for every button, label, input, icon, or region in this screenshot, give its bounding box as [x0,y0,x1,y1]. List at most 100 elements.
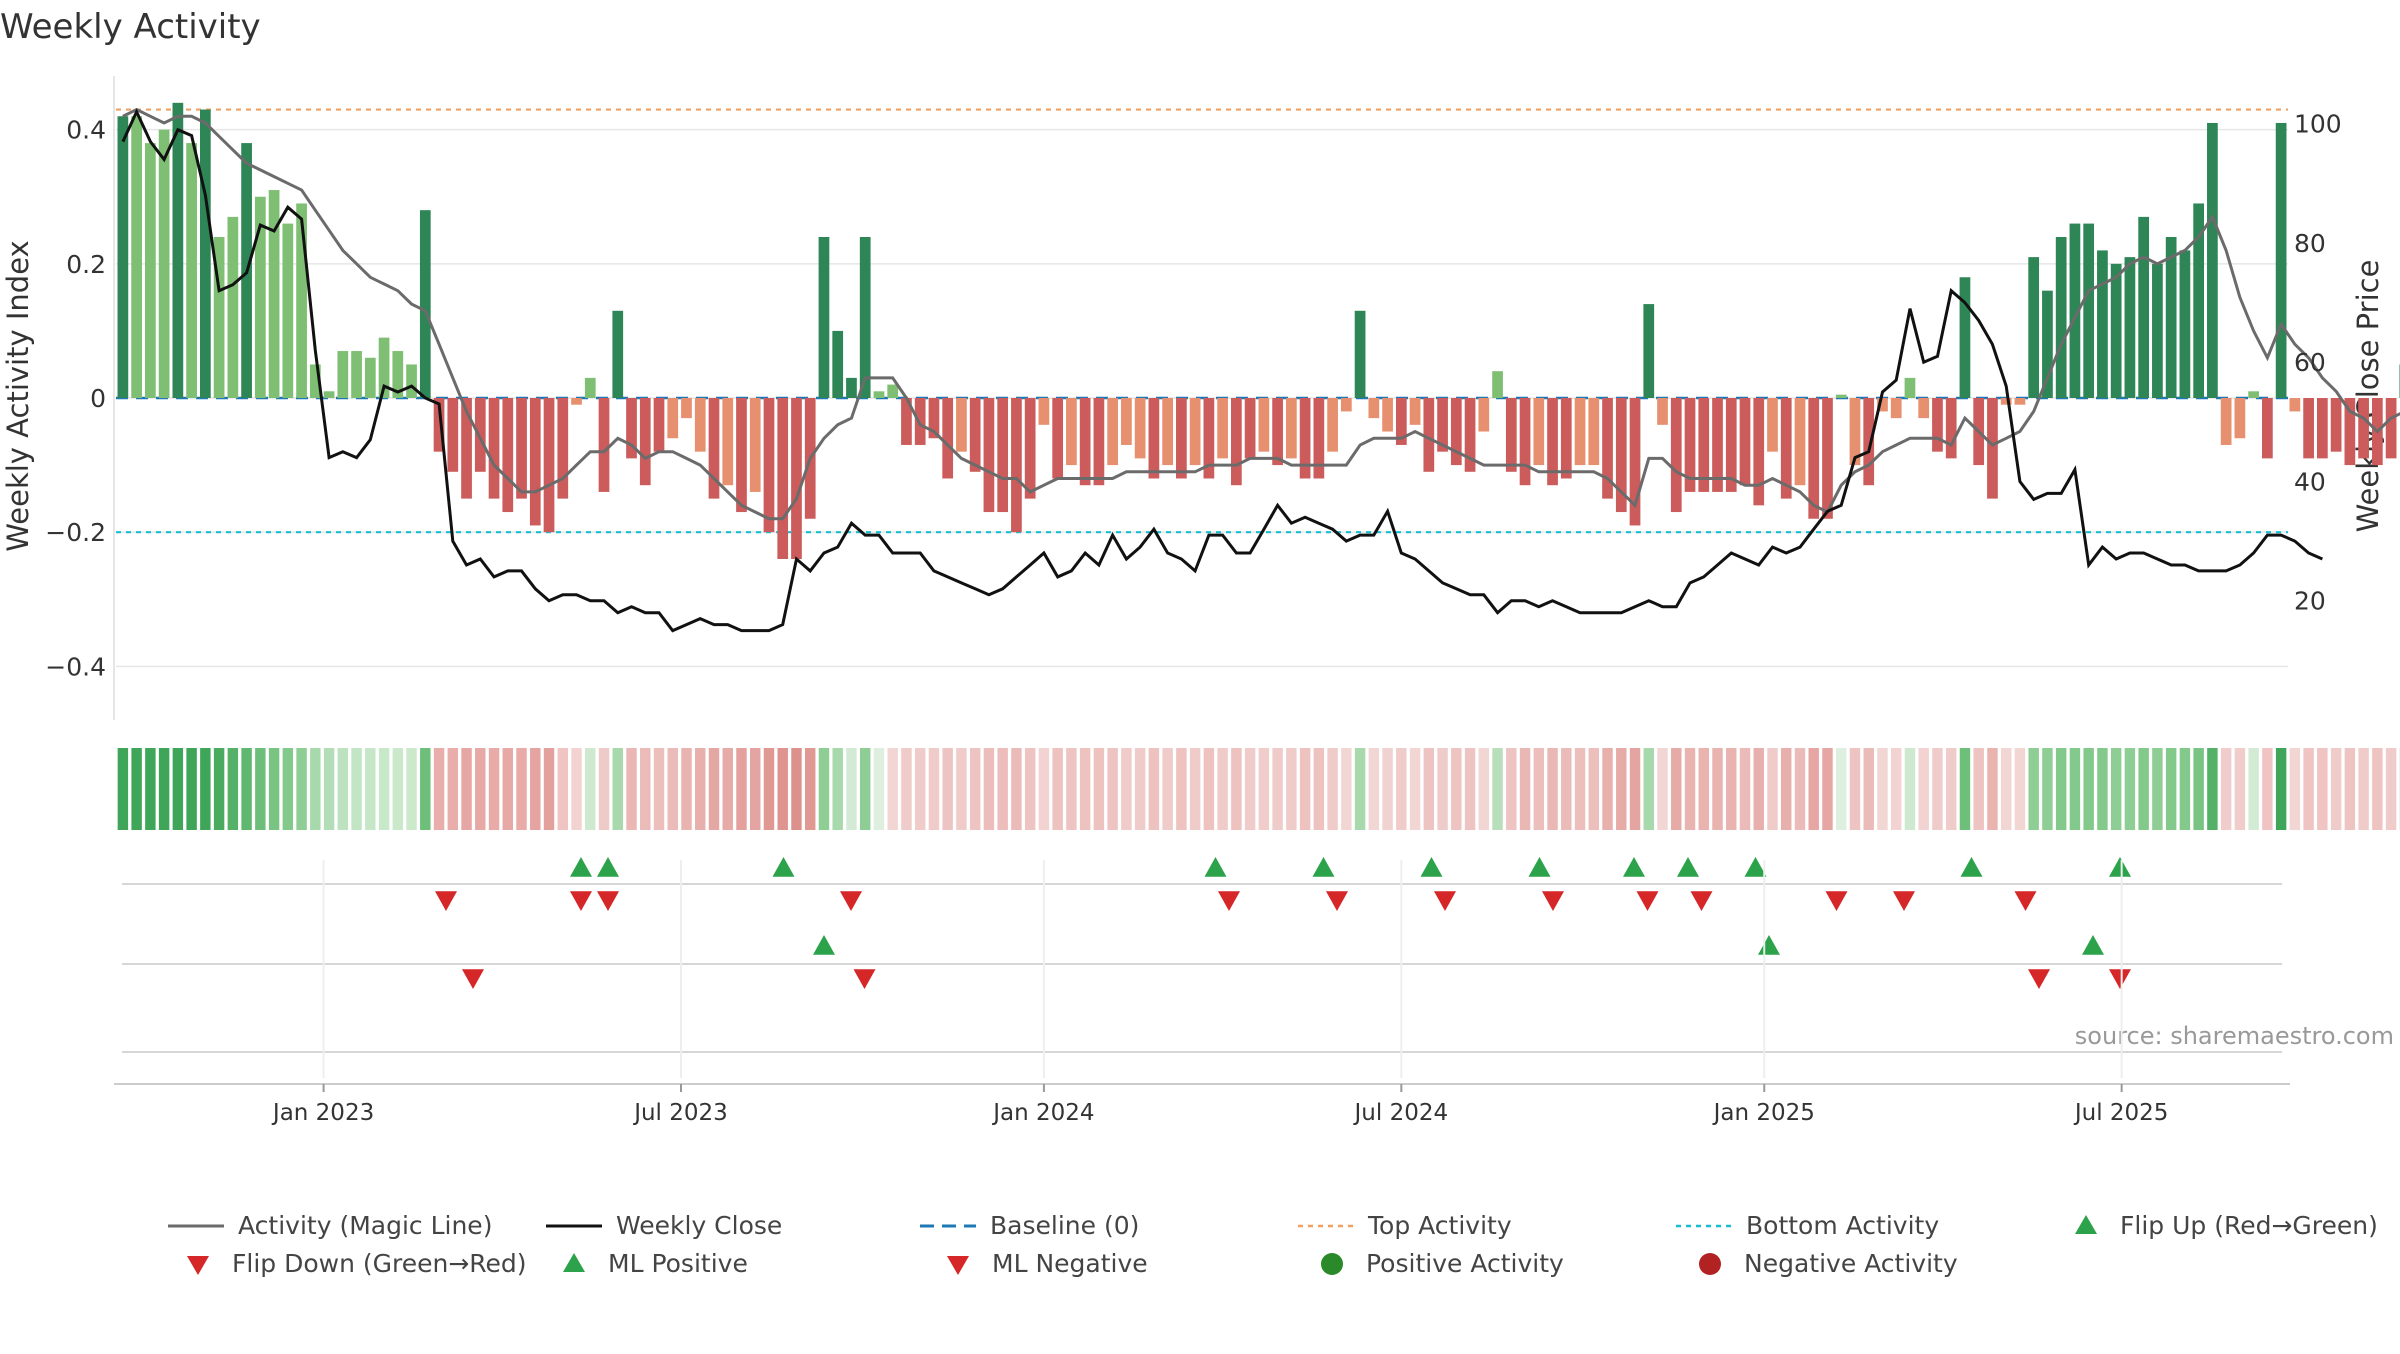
strip-cell [2207,748,2217,830]
activity-bar [2276,123,2287,398]
strip-cell [1781,748,1791,830]
ml-negative-marker [462,969,484,989]
activity-bar [1052,398,1063,479]
flip-up-marker [1623,857,1645,877]
strip-cell [1685,748,1695,830]
strip-cell [1506,748,1516,830]
activity-bar [571,398,582,405]
x-tick-label: Jul 2025 [2073,1100,2169,1126]
activity-bar [227,217,238,398]
activity-bar [2207,123,2218,398]
activity-bar [1176,398,1187,479]
strip-cell [2070,748,2080,830]
activity-bar [1355,311,1366,398]
strip-cell [2180,748,2190,830]
activity-bar [640,398,651,485]
activity-bar [722,398,733,485]
y-tick-label: 0 [90,384,106,413]
y2-tick-label: 20 [2294,587,2326,616]
strip-cell [956,748,966,830]
legend-swatch [1699,1253,1721,1275]
strip-cell [1987,748,1997,830]
strip-cell [2221,748,2231,830]
activity-bar [1588,398,1599,465]
strip-cell [1754,748,1764,830]
strip-cell [571,748,581,830]
y-tick-label: 0.2 [66,250,106,279]
activity-bar [2303,398,2314,458]
flip-down-marker [435,891,457,911]
strip-cell [1066,748,1076,830]
legend-label: Weekly Close [616,1211,782,1240]
activity-bar [1410,398,1421,425]
activity-bar [874,391,885,398]
activity-bar [145,143,156,398]
strip-cell [1465,748,1475,830]
x-tick-label: Jan 2023 [271,1100,374,1126]
activity-bar [282,224,293,398]
legend-label: ML Negative [992,1249,1148,1278]
flip-up-marker [773,857,795,877]
strip-cell [351,748,361,830]
strip-cell [984,748,994,830]
strip-cell [613,748,623,830]
strip-cell [1630,748,1640,830]
strip-cell [1162,748,1172,830]
strip-cell [2345,748,2355,830]
flip-up-marker [570,857,592,877]
strip-cell [709,748,719,830]
strip-cell [503,748,513,830]
activity-bar [984,398,995,512]
activity-bar [1258,398,1269,452]
flip-up-marker [1745,857,1767,877]
strip-cell [1520,748,1530,830]
strip-cell [324,748,334,830]
activity-bar [365,358,376,398]
activity-bar [2248,391,2259,398]
ml-negative-marker [854,969,876,989]
signal-markers [122,857,2282,1052]
activity-bar [1918,398,1929,418]
strip-cell [544,748,554,830]
legend-label: Baseline (0) [990,1211,1139,1240]
strip-cell [668,748,678,830]
legend-label: Flip Up (Red→Green) [2120,1211,2378,1240]
strip-cell [654,748,664,830]
strip-cell [475,748,485,830]
activity-bar [475,398,486,472]
activity-bar [956,398,967,452]
strip-cell [1410,748,1420,830]
y2-axis-label: Weekly Close Price [2351,260,2385,533]
strip-cell [1616,748,1626,830]
strip-cell [846,748,856,830]
strip-cell [1863,748,1873,830]
activity-bar [544,398,555,532]
strip-cell [283,748,293,830]
strip-cell [2152,748,2162,830]
strip-cell [434,748,444,830]
strip-cell [1369,748,1379,830]
strip-cell [640,748,650,830]
activity-bar [1987,398,1998,499]
flip-down-marker [2015,891,2037,911]
strip-cell [145,748,155,830]
activity-bar [585,378,596,398]
activity-bar [654,398,665,452]
strip-cell [1726,748,1736,830]
activity-bar [530,398,541,525]
strip-cell [736,748,746,830]
activity-bar [819,237,830,398]
flip-up-marker [1677,857,1699,877]
activity-bar [1162,398,1173,465]
strip-cell [2290,748,2300,830]
activity-bar [502,398,513,512]
strip-cell [186,748,196,830]
activity-bar [1753,398,1764,505]
strip-cell [558,748,568,830]
activity-bar [750,398,761,492]
activity-bar [1657,398,1668,425]
strip-cell [1437,748,1447,830]
strip-cell [1809,748,1819,830]
